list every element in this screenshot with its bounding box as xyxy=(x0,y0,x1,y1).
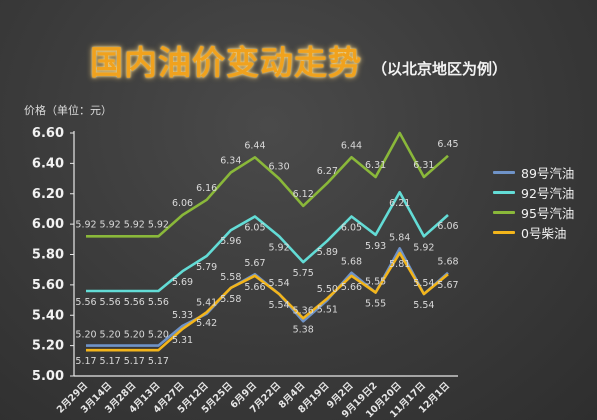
data-label: 5.81 xyxy=(389,259,410,270)
data-label: 6.27 xyxy=(317,166,338,177)
y-tick-label: 5.60 xyxy=(32,278,64,293)
data-label: 5.75 xyxy=(293,268,314,279)
data-label: 5.58 xyxy=(220,272,241,283)
data-label: 5.92 xyxy=(75,219,96,230)
data-label: 5.54 xyxy=(268,300,289,311)
data-label: 5.56 xyxy=(75,297,96,308)
chart-legend: 89号汽油 92号汽油 95号汽油 0号柴油 xyxy=(493,162,574,242)
data-label: 6.16 xyxy=(196,183,217,194)
data-label: 5.50 xyxy=(317,284,338,295)
data-label: 6.31 xyxy=(365,160,386,171)
legend-swatch xyxy=(493,170,515,174)
data-label: 5.55 xyxy=(365,276,386,287)
data-label: 5.93 xyxy=(365,241,386,252)
data-label: 6.44 xyxy=(341,140,362,151)
data-label: 5.36 xyxy=(293,305,314,316)
y-tick-label: 6.00 xyxy=(32,217,64,232)
data-label: 5.68 xyxy=(341,257,362,268)
data-label: 6.05 xyxy=(341,223,362,234)
data-label: 5.41 xyxy=(196,298,217,309)
y-tick-label: 6.60 xyxy=(32,126,64,141)
data-label: 6.21 xyxy=(389,198,410,209)
legend-label: 89号汽油 xyxy=(521,165,575,181)
chart-subtitle: （以北京地区为例） xyxy=(371,60,507,78)
data-label: 5.31 xyxy=(172,335,193,346)
data-label: 5.68 xyxy=(437,257,458,268)
data-label: 6.45 xyxy=(437,139,458,150)
data-label: 5.20 xyxy=(75,330,96,341)
data-label: 5.66 xyxy=(244,282,265,293)
data-label: 5.96 xyxy=(220,236,241,247)
data-label: 5.69 xyxy=(172,277,193,288)
y-axis-unit-label: 价格（单位：元） xyxy=(24,104,112,117)
data-label: 5.51 xyxy=(317,305,338,316)
data-label: 5.55 xyxy=(365,298,386,309)
data-label: 5.54 xyxy=(268,278,289,289)
data-label: 5.92 xyxy=(413,242,434,253)
data-label: 6.44 xyxy=(244,140,265,151)
chart-header: 国内油价变动走势 （以北京地区为例） xyxy=(0,36,597,86)
legend-swatch xyxy=(493,190,515,194)
chart-title: 国内油价变动走势 xyxy=(89,43,362,82)
data-label: 5.84 xyxy=(389,232,410,243)
data-label: 5.42 xyxy=(196,318,217,329)
data-label: 5.17 xyxy=(100,356,121,367)
data-label: 6.05 xyxy=(244,223,265,234)
data-label: 5.56 xyxy=(124,297,145,308)
data-label: 6.12 xyxy=(293,189,314,200)
y-tick-label: 5.40 xyxy=(32,308,64,323)
data-label: 5.89 xyxy=(317,247,338,258)
data-label: 5.67 xyxy=(437,280,458,291)
series-line-1 xyxy=(86,190,449,293)
legend-item: 0号柴油 xyxy=(493,222,574,242)
legend-item: 92号汽油 xyxy=(493,182,574,202)
data-label: 5.92 xyxy=(268,242,289,253)
data-label: 5.58 xyxy=(220,294,241,305)
data-label: 5.33 xyxy=(172,310,193,321)
legend-label: 95号汽油 xyxy=(521,205,575,221)
data-label: 5.56 xyxy=(148,297,169,308)
data-label: 5.66 xyxy=(341,282,362,293)
legend-label: 92号汽油 xyxy=(521,185,575,201)
data-label: 5.20 xyxy=(148,330,169,341)
data-label: 5.17 xyxy=(148,356,169,367)
data-label: 6.34 xyxy=(220,155,241,166)
y-tick-label: 6.20 xyxy=(32,187,64,202)
data-label: 6.31 xyxy=(413,160,434,171)
series-line-2 xyxy=(86,131,449,238)
y-tick-label: 6.40 xyxy=(32,156,64,171)
data-label: 5.79 xyxy=(196,262,217,273)
legend-item: 95号汽油 xyxy=(493,202,574,222)
data-label: 5.17 xyxy=(124,356,145,367)
data-label: 5.54 xyxy=(413,278,434,289)
data-label: 6.06 xyxy=(172,198,193,209)
legend-swatch xyxy=(493,210,515,214)
series-line-3 xyxy=(86,251,449,352)
legend-swatch xyxy=(493,230,515,234)
data-label: 5.92 xyxy=(148,219,169,230)
data-label: 5.20 xyxy=(100,330,121,341)
data-label: 5.38 xyxy=(293,324,314,335)
data-label: 6.30 xyxy=(268,162,289,173)
data-label: 5.92 xyxy=(100,219,121,230)
data-label: 5.17 xyxy=(75,356,96,367)
data-label: 5.54 xyxy=(413,300,434,311)
y-tick-label: 5.80 xyxy=(32,248,64,263)
legend-label: 0号柴油 xyxy=(521,225,567,241)
y-tick-label: 5.00 xyxy=(32,369,64,384)
legend-item: 89号汽油 xyxy=(493,162,574,182)
data-label: 5.67 xyxy=(244,258,265,269)
data-label: 5.92 xyxy=(124,219,145,230)
data-label: 5.20 xyxy=(124,330,145,341)
y-tick-label: 5.20 xyxy=(32,339,64,354)
data-label: 5.56 xyxy=(100,297,121,308)
data-label: 6.06 xyxy=(437,221,458,232)
